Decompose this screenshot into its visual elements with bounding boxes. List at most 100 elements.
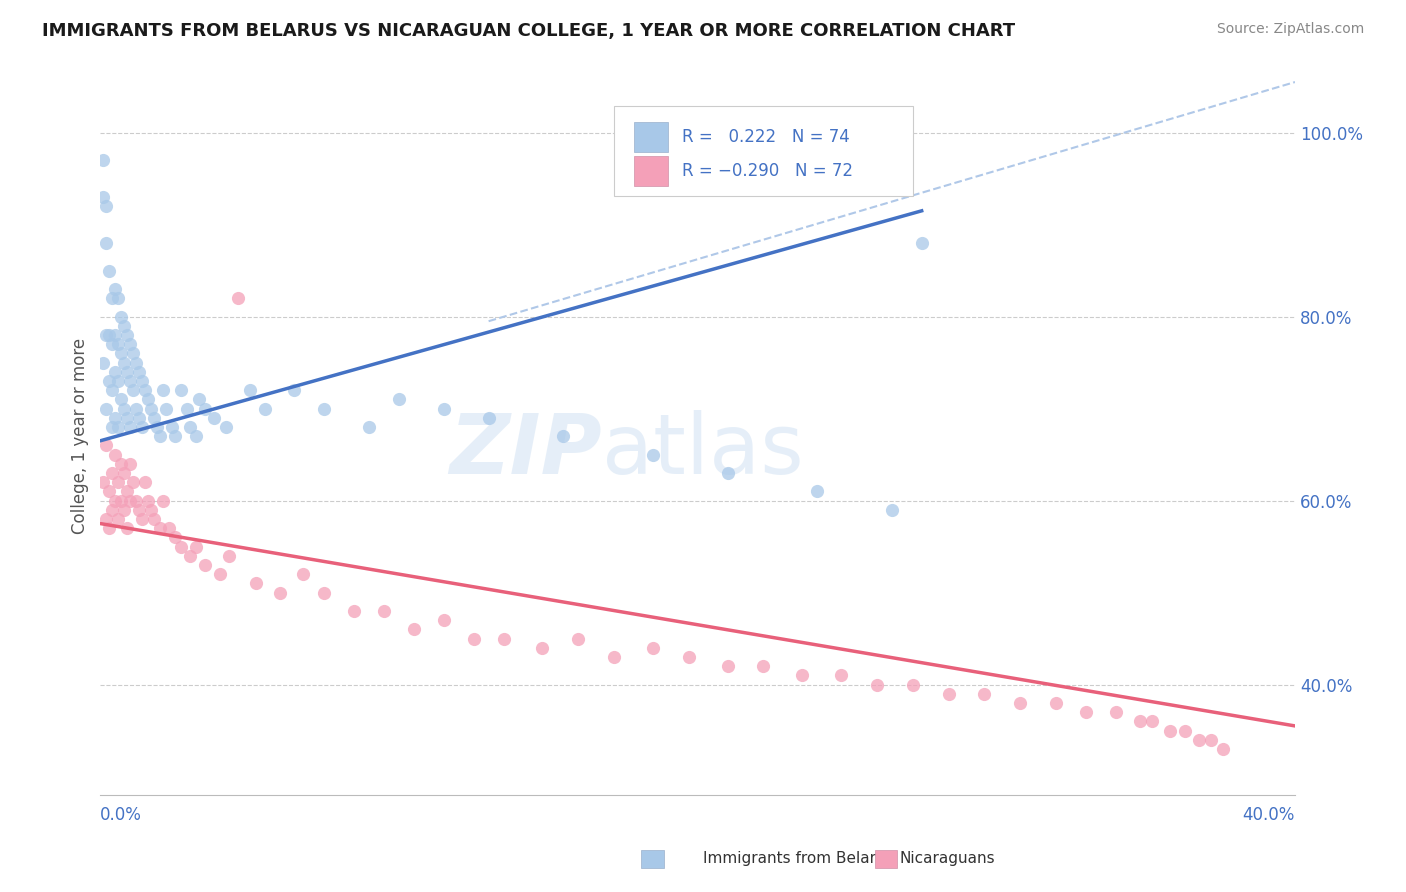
- Point: [107, 374, 129, 388]
- Point: [170, 383, 193, 397]
- Bar: [634, 155, 668, 186]
- Point: [98, 521, 121, 535]
- Point: [96, 199, 118, 213]
- Point: [163, 429, 186, 443]
- Point: [973, 687, 995, 701]
- Point: [120, 337, 142, 351]
- Point: [806, 484, 828, 499]
- Point: [176, 401, 198, 416]
- Point: [1045, 696, 1067, 710]
- Point: [143, 512, 166, 526]
- Y-axis label: College, 1 year or more: College, 1 year or more: [72, 338, 89, 534]
- Point: [157, 521, 180, 535]
- Point: [91, 153, 114, 168]
- Point: [96, 235, 118, 250]
- Point: [1201, 732, 1223, 747]
- Point: [314, 401, 336, 416]
- Point: [179, 549, 201, 563]
- Point: [101, 502, 124, 516]
- Point: [830, 668, 852, 682]
- Point: [269, 585, 291, 599]
- Point: [131, 420, 153, 434]
- Point: [101, 466, 124, 480]
- Point: [107, 512, 129, 526]
- Point: [901, 677, 924, 691]
- Point: [433, 401, 456, 416]
- Point: [184, 540, 207, 554]
- Point: [292, 567, 315, 582]
- Point: [125, 401, 148, 416]
- Text: R =   0.222   N = 74: R = 0.222 N = 74: [682, 128, 849, 146]
- Point: [112, 401, 135, 416]
- Point: [880, 502, 903, 516]
- Point: [112, 318, 135, 333]
- Point: [716, 659, 738, 673]
- Text: R = −0.290   N = 72: R = −0.290 N = 72: [682, 161, 853, 179]
- Point: [104, 448, 127, 462]
- Point: [146, 420, 169, 434]
- Point: [122, 383, 145, 397]
- Point: [1188, 732, 1211, 747]
- Point: [463, 632, 485, 646]
- Point: [101, 337, 124, 351]
- Point: [184, 429, 207, 443]
- Point: [179, 420, 201, 434]
- Point: [343, 604, 366, 618]
- Point: [478, 410, 501, 425]
- Point: [120, 457, 142, 471]
- Point: [107, 337, 129, 351]
- Point: [112, 355, 135, 369]
- Point: [98, 263, 121, 277]
- Point: [152, 383, 174, 397]
- Point: [239, 383, 262, 397]
- Point: [128, 502, 150, 516]
- Point: [553, 429, 575, 443]
- Point: [433, 613, 456, 627]
- Text: Nicaraguans: Nicaraguans: [900, 851, 995, 865]
- Point: [149, 429, 172, 443]
- Point: [1140, 714, 1163, 729]
- Point: [283, 383, 305, 397]
- Point: [1105, 705, 1128, 719]
- Point: [152, 493, 174, 508]
- Point: [160, 420, 183, 434]
- Point: [96, 438, 118, 452]
- Point: [115, 521, 138, 535]
- Point: [122, 475, 145, 490]
- Point: [104, 365, 127, 379]
- Text: Immigrants from Belarus: Immigrants from Belarus: [703, 851, 894, 865]
- Point: [136, 392, 159, 407]
- Point: [155, 401, 177, 416]
- Point: [107, 291, 129, 305]
- Point: [115, 410, 138, 425]
- Point: [104, 328, 127, 343]
- Point: [104, 493, 127, 508]
- Point: [104, 410, 127, 425]
- Text: atlas: atlas: [602, 410, 804, 491]
- Point: [603, 649, 626, 664]
- Point: [134, 383, 156, 397]
- Point: [194, 401, 217, 416]
- Point: [139, 401, 162, 416]
- Point: [911, 235, 934, 250]
- Point: [208, 567, 231, 582]
- Text: 0.0%: 0.0%: [100, 806, 142, 824]
- Point: [716, 466, 738, 480]
- Point: [96, 401, 118, 416]
- Point: [110, 493, 132, 508]
- Point: [115, 365, 138, 379]
- Point: [314, 585, 336, 599]
- Text: Source: ZipAtlas.com: Source: ZipAtlas.com: [1216, 22, 1364, 37]
- Point: [253, 401, 276, 416]
- Point: [122, 346, 145, 360]
- Point: [492, 632, 515, 646]
- Point: [134, 475, 156, 490]
- Point: [194, 558, 217, 572]
- Point: [1173, 723, 1195, 738]
- Point: [91, 475, 114, 490]
- Point: [128, 365, 150, 379]
- Point: [120, 493, 142, 508]
- Point: [373, 604, 395, 618]
- Point: [131, 374, 153, 388]
- Point: [91, 190, 114, 204]
